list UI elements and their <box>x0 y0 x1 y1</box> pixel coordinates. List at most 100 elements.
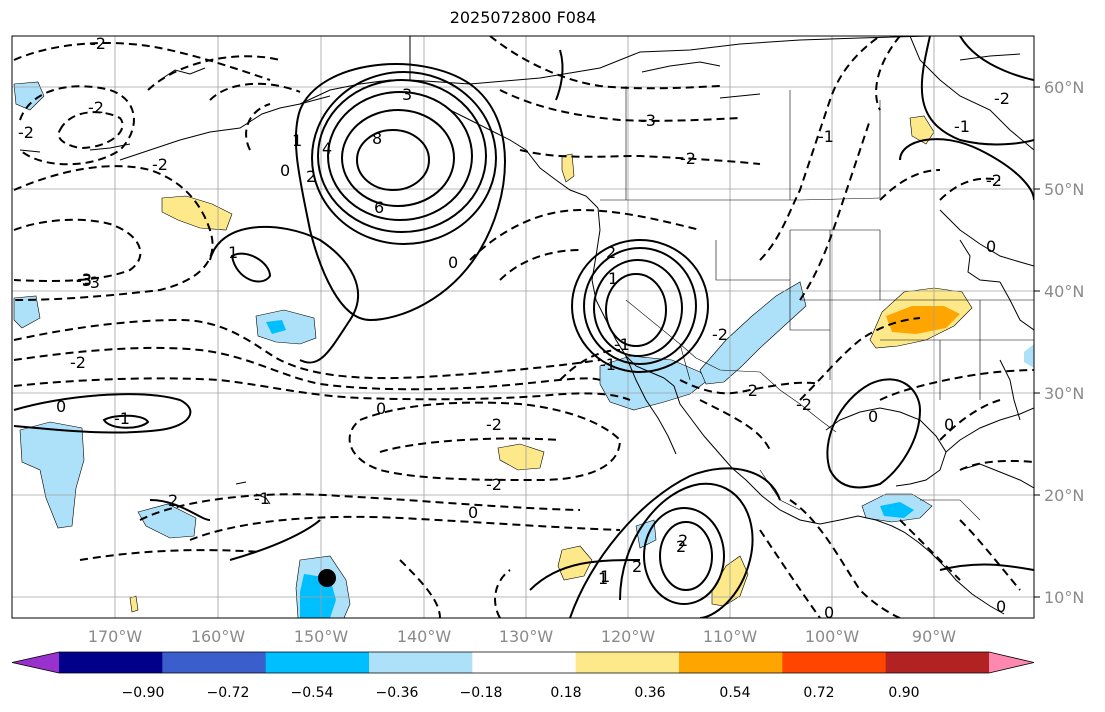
negative-shade <box>599 355 709 411</box>
lat-labels: 60°N 50°N 40°N 30°N 20°N 10°N <box>1044 78 1084 607</box>
contour-label: 1 <box>600 567 610 586</box>
contour-label: -1 <box>818 127 834 146</box>
shading-layer <box>13 81 1034 618</box>
contour-label: -2 <box>486 415 502 434</box>
positive-shade <box>561 153 575 183</box>
contour-label: -2 <box>742 381 758 400</box>
negative-shade <box>1024 344 1034 368</box>
lon-label: 130°W <box>499 627 554 646</box>
negative-shade <box>19 421 85 529</box>
lon-label: 140°W <box>397 627 452 646</box>
colorbar-segment <box>885 652 990 673</box>
contour-label: -2 <box>90 34 106 53</box>
contour-label: -1 <box>114 409 130 428</box>
colorbar-tick-label: −0.18 <box>460 685 503 701</box>
lon-label: 90°W <box>912 627 956 646</box>
contour-label: -3 <box>640 111 656 130</box>
positive-contours <box>13 36 1034 618</box>
contour-label: -2 <box>486 475 502 494</box>
contour-label: -1 <box>600 355 616 374</box>
contour-label: -2 <box>70 353 86 372</box>
colorbar-tick-label: −0.36 <box>376 685 419 701</box>
lat-label: 50°N <box>1044 180 1084 199</box>
contour-label: 0 <box>996 597 1006 616</box>
contour-label: -1 <box>254 489 270 508</box>
colorbar-segment <box>265 652 370 673</box>
lat-label: 60°N <box>1044 78 1084 97</box>
colorbar-tick-label: 0.72 <box>803 685 834 701</box>
contour-label: 0 <box>986 237 996 256</box>
colorbar-segment <box>162 652 267 673</box>
contour-labels: -2 -2 -2 -3 -3 3 8 6 4 2 1 0 1 -3 0 -2 -… <box>18 34 1010 622</box>
contour-label: -3 <box>76 271 92 290</box>
contour-label: 4 <box>322 139 332 158</box>
contour-label: -3 <box>84 273 100 292</box>
contour-label: 2 <box>306 167 316 186</box>
contour-label: 0 <box>56 397 66 416</box>
contour-label: 3 <box>402 85 412 104</box>
contour-label: 0 <box>468 503 478 522</box>
colorbar-tick-label: 0.36 <box>634 685 665 701</box>
contour-label: -2 <box>986 171 1002 190</box>
contour-label: 1 <box>608 269 618 288</box>
lat-label: 10°N <box>1044 588 1084 607</box>
colorbar-tick-label: 0.90 <box>888 685 919 701</box>
negative-shade <box>880 502 914 518</box>
colorbar-segment <box>782 652 887 673</box>
lat-label: 40°N <box>1044 282 1084 301</box>
contour-label: 1 <box>292 131 302 150</box>
colorbar-tick-label: −0.90 <box>122 685 165 701</box>
contour-label: 0 <box>868 407 878 426</box>
contour-label: -2 <box>680 149 696 168</box>
contour-label: 2 <box>632 557 642 576</box>
colorbar-extend-low <box>12 652 59 673</box>
lat-label: 20°N <box>1044 486 1084 505</box>
colorbar-segment <box>575 652 680 673</box>
contour-label: 0 <box>944 415 954 434</box>
positive-shade <box>497 443 545 471</box>
contour-label: -2 <box>796 395 812 414</box>
negative-shade <box>266 320 286 334</box>
contour-label: 0 <box>824 603 834 622</box>
lon-label: 110°W <box>703 627 758 646</box>
lat-label: 30°N <box>1044 384 1084 403</box>
negative-shade <box>13 295 41 329</box>
colorbar-outline <box>11 651 1035 674</box>
contour-label: 1 <box>228 243 238 262</box>
map-frame <box>11 35 1035 619</box>
negative-shade <box>699 281 807 385</box>
contour-label: -1 <box>954 117 970 136</box>
lon-label: 150°W <box>294 627 349 646</box>
contour-label: 0 <box>448 253 458 272</box>
contour-label: -1 <box>614 335 630 354</box>
station-marker <box>318 569 336 587</box>
contour-label: 2 <box>606 243 616 262</box>
colorbar-segment <box>679 652 783 673</box>
contour-label: -2 <box>18 123 34 142</box>
colorbar-labels: −0.90 −0.72 −0.54 −0.36 −0.18 0.18 0.36 … <box>122 685 920 701</box>
colorbar-extend-high <box>989 652 1034 673</box>
contour-label: -2 <box>712 325 728 344</box>
contour-label: 2 <box>676 537 686 556</box>
contour-label: 8 <box>372 129 382 148</box>
positive-shade <box>129 595 139 613</box>
contour-label: -2 <box>994 89 1010 108</box>
negative-shade <box>13 81 45 111</box>
contour-label: 2 <box>168 491 178 510</box>
contour-label: 6 <box>374 198 384 217</box>
negative-shade <box>255 309 317 345</box>
colorbar-segment <box>472 652 577 673</box>
political-borders <box>600 86 1034 521</box>
lat-ticks <box>1034 86 1040 598</box>
colorbar-tick-label: −0.54 <box>291 685 334 701</box>
positive-shade <box>557 545 593 581</box>
positive-shade <box>161 195 233 231</box>
negative-contours <box>13 36 1034 618</box>
negative-shade <box>137 503 197 539</box>
contour-label: -3 <box>76 270 92 289</box>
lon-label: 120°W <box>601 627 656 646</box>
contour-label: 1 <box>598 569 608 588</box>
graticule <box>12 36 1034 618</box>
colorbar-tick-label: 0.54 <box>719 685 750 701</box>
